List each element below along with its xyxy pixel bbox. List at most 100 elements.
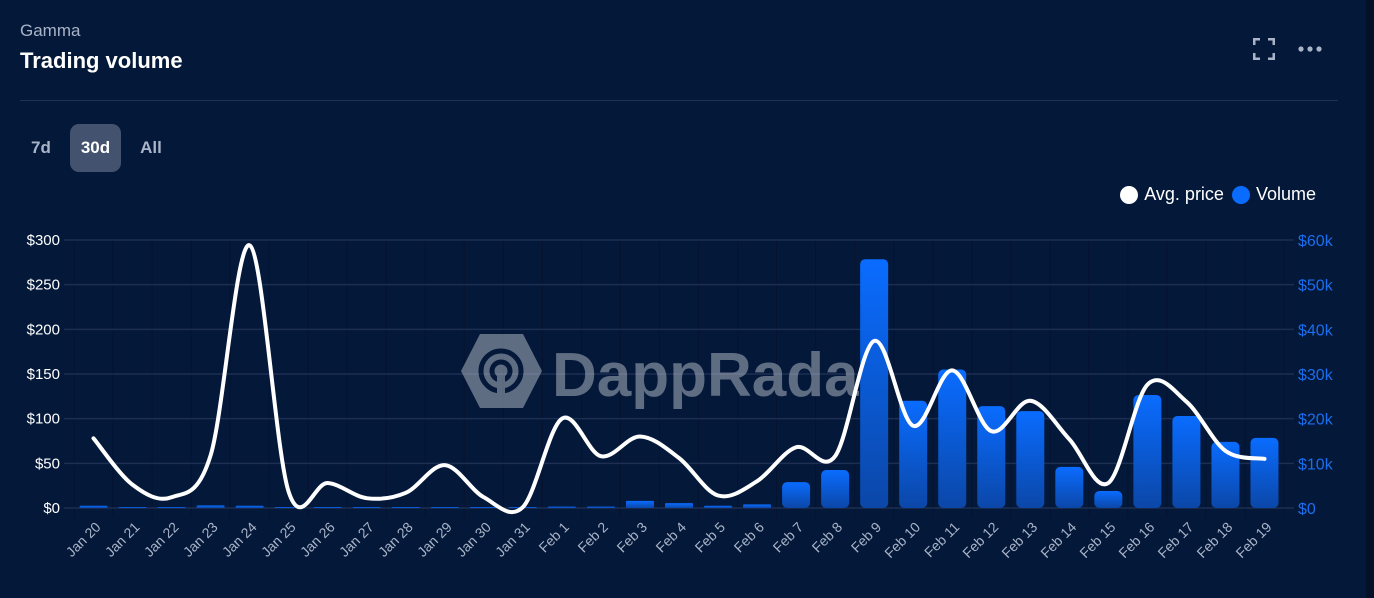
svg-text:$30k: $30k — [1298, 367, 1334, 384]
volume-bar — [157, 507, 186, 508]
svg-text:$10k: $10k — [1298, 456, 1334, 473]
legend-volume[interactable]: Volume — [1231, 184, 1316, 205]
chart-legend: Avg. price Volume — [1120, 184, 1316, 205]
volume-bar — [665, 503, 693, 508]
volume-bar — [1094, 491, 1123, 508]
volume-bar — [743, 504, 772, 508]
volume-bar — [1211, 441, 1240, 508]
svg-text:Jan 21: Jan 21 — [102, 519, 143, 560]
volume-bar — [1250, 437, 1279, 508]
svg-text:Jan 29: Jan 29 — [414, 519, 455, 560]
svg-text:Feb 18: Feb 18 — [1193, 519, 1235, 561]
volume-bar — [118, 507, 147, 508]
volume-bar — [352, 507, 381, 508]
volume-bar — [860, 259, 889, 508]
volume-bar — [1016, 411, 1045, 508]
svg-text:$150: $150 — [27, 366, 60, 383]
avg-price-dot-icon — [1120, 185, 1139, 204]
volume-bar — [782, 482, 811, 508]
svg-text:$50k: $50k — [1298, 278, 1334, 295]
volume-bar — [469, 507, 498, 508]
svg-text:DappRadar: DappRadar — [552, 341, 883, 410]
volume-bar — [704, 505, 733, 508]
svg-text:$60k: $60k — [1298, 233, 1334, 250]
grid-lines — [64, 239, 1294, 518]
svg-text:$0: $0 — [1298, 501, 1316, 518]
volume-bar — [391, 507, 420, 508]
dappradar-watermark: DappRadar — [461, 334, 883, 410]
svg-text:Jan 25: Jan 25 — [258, 519, 299, 560]
svg-text:Feb 2: Feb 2 — [574, 519, 611, 556]
volume-bar — [508, 507, 537, 508]
svg-text:Feb 8: Feb 8 — [809, 519, 846, 556]
svg-text:Feb 17: Feb 17 — [1154, 519, 1196, 561]
svg-text:$300: $300 — [27, 232, 60, 249]
volume-dot-icon — [1231, 185, 1250, 204]
chart-title: Trading volume — [20, 48, 183, 73]
avg-price-line — [91, 243, 1267, 515]
legend-avg-price[interactable]: Avg. price — [1120, 184, 1224, 205]
svg-text:$100: $100 — [27, 411, 60, 428]
svg-text:Feb 16: Feb 16 — [1115, 519, 1157, 561]
svg-text:$200: $200 — [27, 321, 60, 338]
volume-bar — [1055, 466, 1084, 508]
svg-text:$0: $0 — [43, 500, 60, 517]
svg-text:$20k: $20k — [1298, 412, 1334, 429]
svg-text:Feb 4: Feb 4 — [652, 519, 689, 556]
svg-text:Jan 23: Jan 23 — [180, 519, 221, 560]
svg-text:Feb 14: Feb 14 — [1037, 519, 1079, 561]
svg-text:Feb 19: Feb 19 — [1232, 519, 1274, 561]
header-divider — [20, 100, 1338, 101]
range-all[interactable]: All — [140, 138, 162, 157]
svg-text:Jan 31: Jan 31 — [492, 519, 533, 560]
svg-text:$40k: $40k — [1298, 322, 1334, 339]
svg-text:Jan 20: Jan 20 — [63, 519, 104, 560]
svg-text:$50: $50 — [35, 455, 60, 472]
svg-text:Feb 1: Feb 1 — [535, 519, 572, 556]
svg-text:Feb 7: Feb 7 — [770, 519, 807, 556]
fullscreen-icon[interactable] — [1252, 37, 1276, 61]
volume-bar — [821, 470, 850, 508]
volume-bar — [625, 500, 654, 508]
svg-text:Jan 24: Jan 24 — [219, 519, 260, 560]
project-name: Gamma — [20, 21, 81, 40]
header-actions — [1252, 37, 1322, 61]
svg-text:Feb 12: Feb 12 — [959, 519, 1001, 561]
volume-bar — [430, 507, 459, 508]
volume-bar — [547, 506, 576, 508]
right-axis-ticks: $0 $10k $20k $30k $40k $50k $60k — [1298, 233, 1334, 518]
svg-text:Feb 6: Feb 6 — [731, 519, 768, 556]
range-7d[interactable]: 7d — [31, 138, 51, 157]
volume-bar — [938, 369, 967, 508]
left-axis-ticks: $0 $50 $100 $150 $200 $250 $300 — [27, 232, 60, 517]
volume-bar — [977, 406, 1006, 508]
volume-bar — [274, 507, 303, 508]
volume-bar — [586, 506, 615, 508]
range-30d[interactable]: 30d — [69, 124, 122, 172]
volume-bar — [313, 507, 342, 508]
svg-text:Jan 27: Jan 27 — [336, 519, 377, 560]
svg-text:Jan 28: Jan 28 — [375, 519, 416, 560]
volume-bars — [79, 259, 1279, 508]
time-range-selector: 7d 30d All — [20, 124, 173, 172]
volume-bar — [1133, 394, 1162, 508]
volume-bar — [79, 505, 108, 508]
svg-text:Feb 5: Feb 5 — [692, 519, 729, 556]
more-options-icon[interactable] — [1298, 37, 1322, 61]
volume-bar — [899, 400, 928, 508]
svg-text:Feb 11: Feb 11 — [921, 519, 963, 561]
svg-text:Jan 22: Jan 22 — [141, 519, 182, 560]
svg-text:Feb 15: Feb 15 — [1076, 519, 1118, 561]
svg-text:Feb 3: Feb 3 — [613, 519, 650, 556]
svg-text:Jan 30: Jan 30 — [453, 519, 494, 560]
svg-text:Feb 9: Feb 9 — [848, 519, 885, 556]
svg-text:Jan 26: Jan 26 — [297, 519, 338, 560]
volume-bar — [1172, 415, 1201, 508]
svg-text:Feb 13: Feb 13 — [998, 519, 1040, 561]
page-edge — [1366, 0, 1374, 598]
svg-text:Feb 10: Feb 10 — [881, 519, 923, 561]
volume-bar — [196, 505, 225, 508]
